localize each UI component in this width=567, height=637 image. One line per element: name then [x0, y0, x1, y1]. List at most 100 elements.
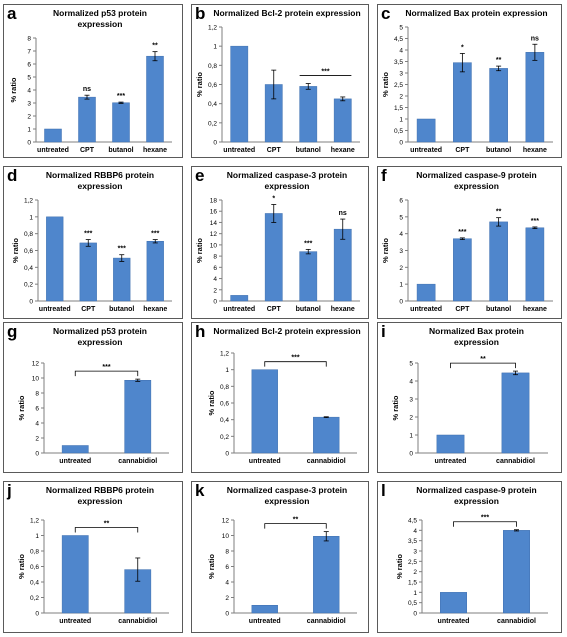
x-tick-label: untreated: [249, 458, 281, 465]
y-tick-label: 1,2: [30, 518, 39, 525]
y-tick-label: 1: [29, 214, 33, 221]
y-axis-label: % ratio: [207, 554, 216, 579]
y-tick-label: 3,5: [408, 538, 417, 545]
y-tick-label: 0,2: [24, 282, 33, 289]
y-tick-label: 6: [225, 564, 229, 571]
bar: [230, 45, 249, 143]
y-tick-label: 1: [399, 117, 403, 124]
y-tick-label: 0: [225, 611, 229, 618]
significance-label: ***: [481, 515, 489, 522]
chart-svg: 0 1 2 3 4 5 % ratio untreated cannabidiol **: [391, 356, 548, 465]
bar: [251, 605, 278, 614]
x-tick-label: untreated: [223, 147, 255, 154]
panel-label: a: [7, 4, 17, 23]
chart-title-line: expression: [77, 181, 123, 191]
bar: [313, 536, 340, 614]
chart-title-line: Normalized Bax protein expression: [405, 8, 548, 18]
y-tick-label: 2: [413, 569, 417, 576]
chart-svg: 0 0,2 0,4 0,6 0,8 1 1,2 % ratio untreated cannabi…: [207, 351, 357, 465]
y-tick-label: 0,6: [24, 248, 33, 255]
y-tick-label: 4: [27, 88, 31, 95]
y-tick-label: 0: [213, 140, 217, 147]
chart-svg: 0 0,2 0,4 0,6 0,8 1 1,2 % ratio untreated cannabi…: [17, 518, 169, 625]
panel-label: b: [195, 4, 206, 23]
chart-title-line: expression: [454, 337, 499, 347]
y-tick-label: 0,2: [208, 120, 217, 127]
chart-title-line: expression: [264, 181, 310, 191]
y-tick-label: 3: [413, 549, 417, 556]
bar: [78, 96, 96, 143]
x-tick-label: hexane: [331, 306, 355, 313]
y-tick-label: 0: [35, 611, 39, 618]
y-tick-label: 7: [27, 49, 31, 56]
chart-svg: 0 0,2 0,4 0,6 0,8 1 1,2 % ratio untreated *** CPT *…: [11, 198, 172, 313]
chart-title: Normalized Bcl-2 protein expression: [192, 326, 368, 337]
x-tick-label: hexane: [331, 147, 355, 154]
chart-title: Normalized RBBP6 protein expression: [4, 170, 182, 192]
chart-title-line: Normalized p53 protein: [53, 8, 147, 18]
bar: [333, 228, 352, 302]
chart-title-line: Normalized RBBP6 protein: [45, 485, 155, 495]
y-tick-label: 6: [399, 198, 403, 205]
y-tick-label: 3: [399, 71, 403, 78]
significance-label: ***: [458, 229, 466, 236]
chart-title-line: expression: [264, 496, 310, 506]
y-tick-label: 8: [27, 36, 31, 43]
significance-label: ***: [84, 231, 92, 238]
y-axis-label: % ratio: [9, 77, 18, 102]
y-tick-label: 0: [399, 140, 403, 147]
x-tick-label: hexane: [523, 306, 547, 313]
chart-svg: 0 2 4 6 8 10 12 % ratio untreated cannabidiol **: [207, 517, 357, 625]
chart-title-line: Normalized Bax protein: [429, 326, 524, 336]
significance-label: ns: [339, 210, 347, 217]
x-tick-label: untreated: [435, 458, 467, 465]
x-tick-label: hexane: [143, 306, 167, 313]
x-tick-label: CPT: [267, 147, 282, 154]
y-tick-label: 6: [27, 62, 31, 69]
significance-label: ***: [151, 231, 159, 238]
y-tick-label: 0: [27, 140, 31, 147]
chart-title-line: Normalized caspase-3 protein: [226, 170, 348, 180]
chart-svg: 0 2 4 6 8 10 12 % ratio untreated cannabidiol ***: [17, 361, 169, 465]
chart-svg: 0 0,2 0,4 0,6 0,8 1 1,2 % ratio untreated CPT buta…: [195, 25, 360, 154]
panel-label: c: [381, 4, 391, 23]
y-tick-label: 8: [35, 391, 39, 398]
y-tick-label: 5: [409, 361, 413, 368]
panel-label: i: [381, 322, 386, 341]
y-tick-label: 10: [210, 242, 218, 249]
y-tick-label: 3: [409, 397, 413, 404]
bar: [313, 416, 340, 454]
panel-label: e: [195, 166, 205, 185]
y-tick-label: 8: [225, 549, 229, 556]
y-tick-label: 0,4: [24, 265, 33, 272]
panel-label: j: [7, 481, 12, 500]
bar: [264, 213, 283, 302]
y-tick-label: 3: [27, 101, 31, 108]
y-tick-label: 0,6: [220, 401, 229, 408]
significance-bracket: [264, 361, 327, 367]
y-tick-label: 1,5: [394, 105, 403, 112]
y-tick-label: 4: [413, 528, 417, 535]
bar: [113, 257, 131, 302]
x-tick-label: untreated: [37, 147, 69, 154]
bar: [503, 530, 530, 614]
panel-j: j Normalized RBBP6 protein expression 0 0,2 0…: [3, 481, 183, 633]
y-axis-label: % ratio: [391, 395, 400, 420]
y-tick-label: 12: [222, 518, 230, 525]
x-tick-label: butanol: [108, 147, 133, 154]
panel-h: h Normalized Bcl-2 protein expression 0 0,2…: [191, 322, 369, 473]
panel-label: f: [381, 166, 387, 185]
bar: [489, 221, 508, 302]
significance-bracket: [453, 521, 517, 527]
significance-label: **: [496, 57, 502, 64]
x-tick-label: untreated: [39, 306, 71, 313]
y-tick-label: 2,5: [408, 559, 417, 566]
chart-title: Normalized Bcl-2 protein expression: [192, 8, 368, 19]
chart-title-line: Normalized Bcl-2 protein expression: [213, 8, 361, 18]
significance-bracket: [74, 527, 139, 533]
significance-label: ns: [531, 35, 539, 42]
y-tick-label: 2: [399, 94, 403, 101]
panel-label: k: [195, 481, 205, 500]
chart-title-line: Normalized caspase-9 protein: [416, 170, 537, 180]
